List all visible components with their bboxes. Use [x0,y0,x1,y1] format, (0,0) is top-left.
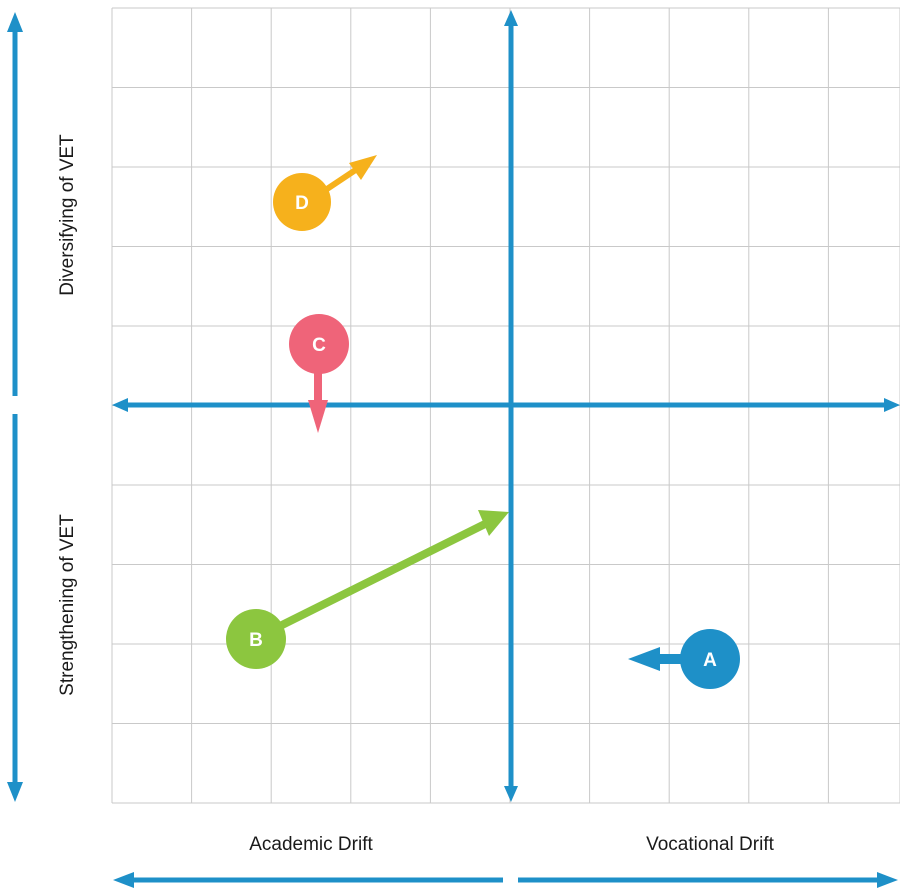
vertical-axis-bottom-arrow-icon [504,786,518,802]
marker-c-arrow-head-icon [308,400,328,433]
marker-d-circle [273,173,331,231]
marker-d-arrow-head-icon [349,155,377,180]
left-axis-down-arrow-icon [7,782,23,802]
marker-c-circle [289,314,349,374]
bottom-left-label: Academic Drift [249,834,373,855]
marker-b-circle [226,609,286,669]
marker-a-circle [680,629,740,689]
left-axis-bottom-label: Strengthening of VET [57,514,78,696]
marker-b-label: B [249,630,263,651]
marker-a-arrow-head-icon [628,647,660,671]
marker-d: D [273,155,377,231]
marker-b-arrow-shaft [268,520,487,635]
left-outer-axis [7,12,23,802]
bottom-axis-right-arrow-icon [877,872,898,888]
marker-b: B [226,510,509,669]
marker-a-label: A [703,650,717,671]
left-axis-up-arrow-icon [7,12,23,32]
horizontal-axis-right-arrow-icon [884,398,900,412]
quadrant-axes [112,10,900,802]
vertical-axis-top-arrow-icon [504,10,518,26]
bottom-outer-axis [113,872,898,888]
marker-a: A [628,629,740,689]
marker-c-label: C [312,335,326,356]
bottom-axis-left-arrow-icon [113,872,134,888]
marker-c: C [289,314,349,433]
marker-d-label: D [295,193,309,214]
horizontal-axis-left-arrow-icon [112,398,128,412]
left-axis-top-label: Diversifying of VET [57,134,78,296]
marker-b-arrow-head-icon [478,510,509,536]
bottom-right-label: Vocational Drift [646,834,775,855]
